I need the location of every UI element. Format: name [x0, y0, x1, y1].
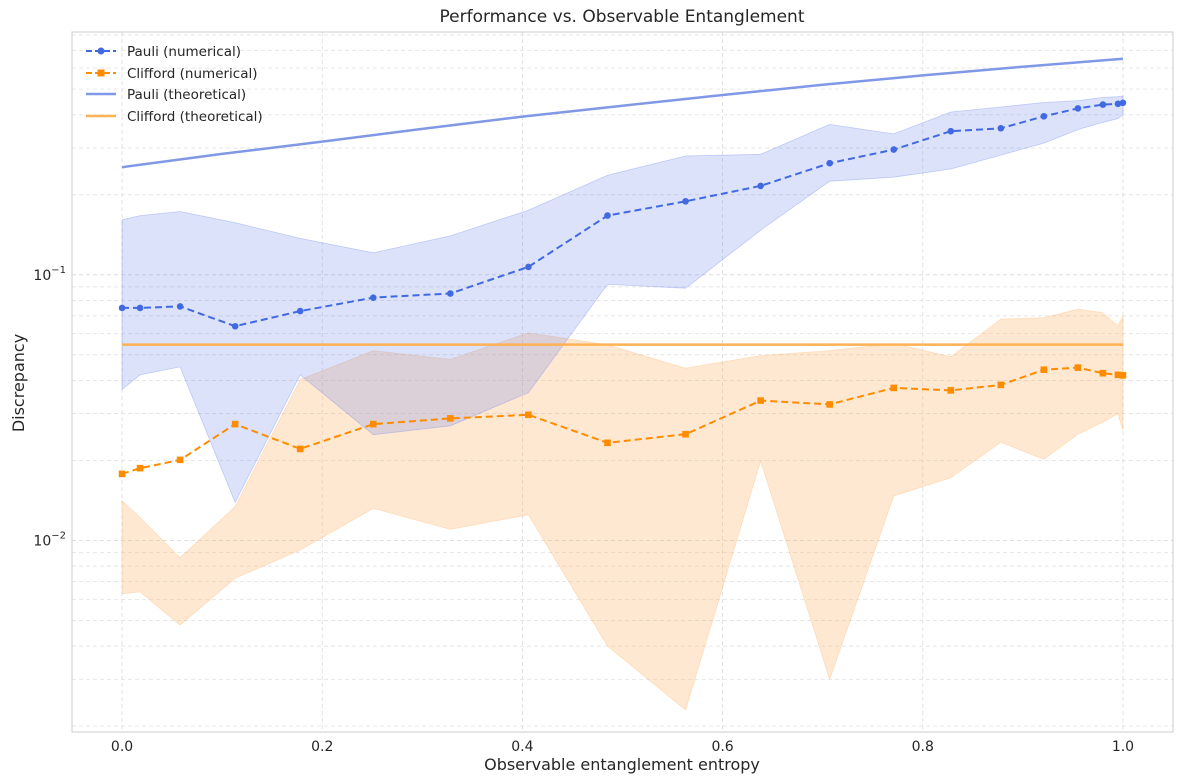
- pauli-numerical-point: [1119, 99, 1127, 107]
- tick-labels: 0.0 0.2 0.4 0.6 0.8 1.010−110−2: [33, 265, 1134, 755]
- pauli-numerical-point: [525, 263, 532, 271]
- clifford-numerical-point: [296, 445, 304, 453]
- pauli-numerical-point: [296, 307, 304, 315]
- legend-entry-pauli-numerical: Pauli (numerical): [86, 44, 241, 60]
- legend-marker-square: [97, 69, 105, 77]
- y-tick-base: 10: [33, 268, 51, 284]
- x-tick-label: 0.0: [111, 739, 133, 755]
- x-tick-label: 0.4: [511, 739, 533, 755]
- pauli-numerical-point: [231, 322, 239, 330]
- y-tick-label: 10−1: [33, 265, 66, 284]
- clifford-numerical-point: [525, 411, 532, 419]
- x-axis-title: Observable entanglement entropy: [484, 755, 760, 774]
- pauli-numerical-point: [1074, 105, 1082, 112]
- clifford-numerical-point: [176, 456, 184, 464]
- pauli-numerical-point: [1114, 100, 1122, 108]
- x-tick-label: 0.8: [912, 739, 934, 755]
- clifford-numerical-point: [947, 387, 955, 394]
- pauli-numerical-point: [176, 303, 184, 310]
- pauli-numerical-point: [757, 182, 764, 190]
- clifford-numerical-point: [826, 401, 833, 408]
- clifford-numerical-point: [682, 430, 689, 438]
- plot-area-frame: [71, 31, 1174, 733]
- pauli-numerical-point: [1099, 101, 1107, 108]
- x-tick-label: 0.2: [311, 739, 333, 755]
- pauli-numerical-point: [1040, 112, 1048, 120]
- pauli-numerical-point: [890, 146, 898, 153]
- clifford-numerical-point: [1114, 371, 1122, 379]
- pauli-numerical-point: [136, 304, 144, 312]
- clifford-numerical-point: [1099, 369, 1107, 377]
- series-lines: [121, 57, 1124, 475]
- pauli-numerical-line: [122, 101, 1124, 328]
- clifford-numerical-point: [997, 381, 1005, 389]
- grid: [72, 32, 1173, 732]
- clifford-numerical-point: [231, 420, 239, 428]
- clifford-numerical-point: [118, 470, 126, 478]
- legend-label-clifford-numerical: Clifford (numerical): [127, 66, 258, 82]
- legend-marker-circle: [97, 47, 105, 55]
- pauli-numerical-point: [369, 294, 377, 301]
- legend-label-pauli-theoretical: Pauli (theoretical): [127, 87, 246, 103]
- legend-label-pauli-numerical: Pauli (numerical): [127, 44, 241, 60]
- x-tick-label: 1.0: [1112, 739, 1134, 755]
- y-tick-base: 10: [33, 533, 51, 549]
- pauli-theoretical-line: [121, 57, 1124, 169]
- clifford-numerical-point: [1119, 372, 1127, 379]
- clifford-numerical-point: [890, 384, 898, 392]
- clifford-numerical-point: [369, 420, 377, 428]
- clifford-numerical-point: [136, 464, 144, 472]
- clifford-numerical-point: [447, 415, 454, 422]
- x-tick-label: 0.6: [711, 739, 733, 755]
- legend-entry-clifford-theoretical: Clifford (theoretical): [86, 109, 263, 125]
- y-tick-exponent: −2: [51, 530, 66, 541]
- pauli-numerical-point: [947, 127, 955, 135]
- clifford-numerical-point: [1074, 364, 1082, 371]
- pauli-numerical-point: [604, 212, 611, 219]
- pauli-numerical-point: [447, 290, 454, 297]
- clifford-error-band: [121, 308, 1124, 711]
- legend-label-clifford-theoretical: Clifford (theoretical): [127, 109, 263, 125]
- pauli-numerical-point: [997, 124, 1005, 132]
- y-axis-title: Discrepancy: [9, 334, 28, 432]
- legend-entry-clifford-numerical: Clifford (numerical): [86, 66, 258, 82]
- legend: Pauli (numerical) Clifford (numerical) P…: [86, 44, 263, 125]
- pauli-numerical-point: [826, 159, 833, 167]
- chart-title: Performance vs. Observable Entanglement: [440, 7, 805, 27]
- clifford-numerical-point: [1040, 366, 1048, 374]
- y-tick-label: 10−2: [33, 530, 66, 549]
- series-markers: [118, 99, 1127, 478]
- y-tick-exponent: −1: [51, 265, 66, 276]
- pauli-error-band: [121, 95, 1124, 504]
- pauli-numerical-point: [118, 304, 126, 312]
- legend-entry-pauli-theoretical: Pauli (theoretical): [86, 87, 246, 103]
- clifford-numerical-point: [604, 439, 611, 447]
- clifford-numerical-point: [757, 397, 764, 404]
- clifford-numerical-line: [121, 366, 1124, 475]
- error-bands: [121, 95, 1124, 711]
- pauli-numerical-point: [682, 198, 689, 205]
